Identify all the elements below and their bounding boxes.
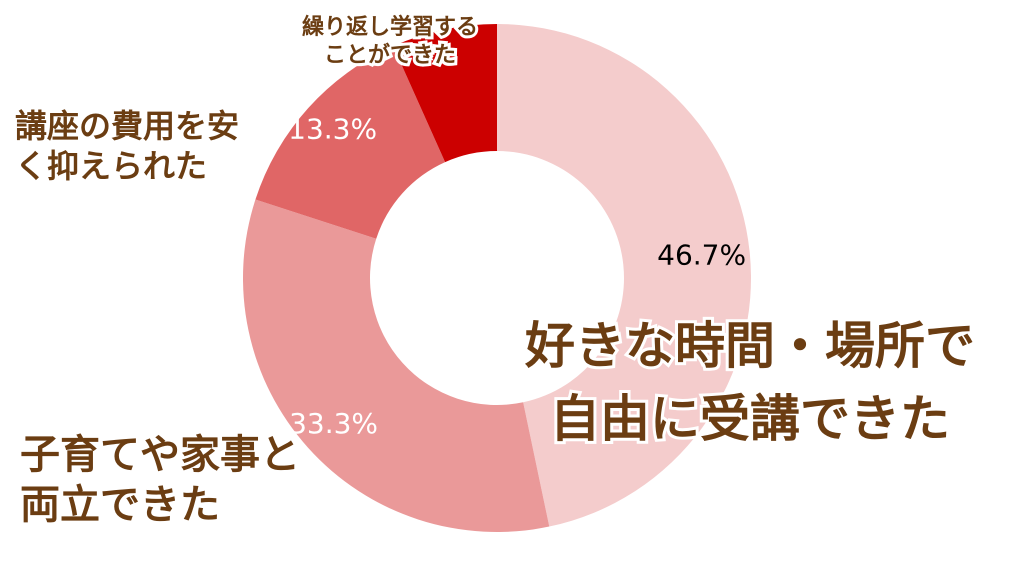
- slice: [497, 24, 751, 527]
- category-label: 好きな時間・場所で 自由に受講できた: [522, 314, 978, 451]
- value-label: 33.3%: [289, 407, 378, 440]
- slice: [242, 199, 550, 533]
- slice: [255, 46, 446, 239]
- value-label: 46.7%: [657, 239, 746, 272]
- value-label: 13.3%: [288, 112, 377, 145]
- category-label: 繰り返し学習する ことができた: [299, 12, 481, 71]
- slice: [393, 23, 497, 163]
- category-label: 講座の費用を安 く抑えられた: [12, 104, 242, 188]
- category-label: 子育てや家事と 両立できた: [17, 429, 303, 531]
